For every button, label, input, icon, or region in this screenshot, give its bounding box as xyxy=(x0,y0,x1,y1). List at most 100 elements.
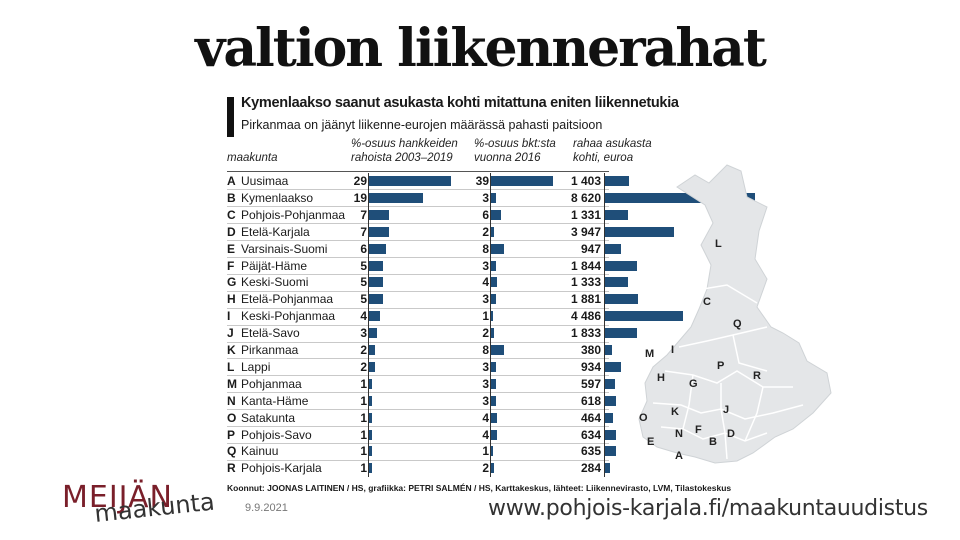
funding-value-label: 7 xyxy=(360,207,367,222)
map-label-e: E xyxy=(647,436,654,448)
region-name: Uusimaa xyxy=(241,174,289,188)
per-capita-value-label: 3 947 xyxy=(570,224,601,239)
per-capita-value-label: 947 xyxy=(580,241,601,256)
region-name: Etelä-Karjala xyxy=(241,224,310,239)
map-label-m: M xyxy=(645,348,654,360)
per-capita-bar xyxy=(605,361,622,372)
border-central xyxy=(664,370,793,388)
gdp-value-label: 6 xyxy=(482,207,489,222)
region-letter: K xyxy=(227,343,236,357)
table-top-rule xyxy=(227,171,609,172)
map-label-g: G xyxy=(689,378,698,390)
row-divider xyxy=(227,290,609,292)
per-capita-bar xyxy=(605,260,638,271)
gdp-bar xyxy=(491,328,495,339)
gdp-bar xyxy=(491,243,504,254)
per-capita-value-label: 618 xyxy=(580,393,601,408)
row-divider xyxy=(227,426,609,427)
per-capita-bar xyxy=(605,209,629,220)
row-divider xyxy=(227,223,609,225)
row-divider xyxy=(227,273,609,275)
funding-bar xyxy=(369,345,375,355)
region-letter: M xyxy=(227,376,237,391)
gdp-bar xyxy=(491,463,495,474)
per-capita-axis xyxy=(604,173,605,478)
gdp-bar xyxy=(491,226,495,237)
region-name: Pohjanmaa xyxy=(241,376,302,391)
gdp-bar xyxy=(491,277,498,288)
map-label-j: J xyxy=(723,404,729,416)
funding-bar xyxy=(369,260,384,271)
funding-bar xyxy=(369,277,384,288)
map-label-n: N xyxy=(675,428,683,440)
funding-value-label: 5 xyxy=(360,258,367,273)
region-letter: D xyxy=(227,224,236,239)
map-label-r: R xyxy=(753,370,761,382)
gdp-value-label: 8 xyxy=(482,241,489,256)
region-letter: J xyxy=(227,326,234,341)
border-vertical-1 xyxy=(682,374,694,430)
region-name: Pohjois-Savo xyxy=(241,427,312,442)
border-coast xyxy=(660,426,768,442)
gdp-value-label: 2 xyxy=(482,461,489,476)
region-letter: G xyxy=(227,275,237,290)
map-label-d: D xyxy=(727,428,735,440)
funding-value-label: 1 xyxy=(360,444,367,459)
border-vertical-2 xyxy=(720,383,728,460)
funding-value-label: 1 xyxy=(360,461,367,476)
per-capita-bar xyxy=(605,429,617,440)
funding-value-label: 6 xyxy=(360,241,367,256)
gdp-value-label: 3 xyxy=(482,376,489,391)
funding-bar xyxy=(369,209,389,220)
region-letter: I xyxy=(227,309,231,324)
row-divider xyxy=(227,341,609,343)
gdp-value-label: 1 xyxy=(482,309,489,324)
region-letter: O xyxy=(227,410,237,425)
gdp-bar xyxy=(491,192,496,203)
region-name: Kainuu xyxy=(241,444,279,459)
region-name: Pohjois-Karjala xyxy=(241,461,322,476)
gdp-bar xyxy=(491,209,501,220)
funding-bar xyxy=(369,463,372,474)
per-capita-value-label: 634 xyxy=(580,427,601,442)
per-capita-value-label: 4 486 xyxy=(570,309,601,324)
map-label-p: P xyxy=(717,360,724,372)
gdp-axis xyxy=(490,173,491,478)
row-divider xyxy=(227,409,609,411)
per-capita-value-label: 1 833 xyxy=(570,326,601,341)
region-letter: H xyxy=(227,292,236,307)
gdp-value-label: 4 xyxy=(482,427,489,442)
funding-bar xyxy=(369,378,372,389)
funding-value-label: 3 xyxy=(360,326,367,341)
per-capita-bar xyxy=(605,311,684,322)
per-capita-value-label: 380 xyxy=(580,343,601,357)
row-divider xyxy=(227,189,609,191)
region-name: Pohjois-Pohjanmaa xyxy=(241,207,346,222)
per-capita-value-label: 464 xyxy=(580,410,601,425)
region-letter: L xyxy=(227,359,235,374)
funding-bar xyxy=(369,176,451,186)
funding-value-label: 2 xyxy=(360,343,367,357)
row-divider xyxy=(227,392,609,394)
region-name: Satakunta xyxy=(241,410,296,425)
region-letter: A xyxy=(227,174,236,188)
row-divider xyxy=(227,307,609,309)
border-oulu xyxy=(678,326,768,348)
per-capita-bar xyxy=(605,395,616,406)
funding-value-label: 4 xyxy=(360,309,367,324)
gdp-bar xyxy=(491,412,498,423)
per-capita-bar xyxy=(605,192,755,203)
logo-text-top: MEIJÄN xyxy=(62,480,173,515)
funding-bar xyxy=(369,429,372,440)
per-capita-bar xyxy=(605,243,622,254)
per-capita-value-label: 934 xyxy=(580,359,601,374)
gdp-bar xyxy=(491,345,504,355)
map-label-c: C xyxy=(703,296,711,308)
region-name: Lappi xyxy=(241,359,271,374)
per-capita-value-label: 284 xyxy=(580,461,601,476)
funding-value-label: 1 xyxy=(360,410,367,425)
gdp-value-label: 3 xyxy=(482,190,489,205)
gdp-value-label: 39 xyxy=(475,174,489,188)
funding-value-label: 5 xyxy=(360,275,367,290)
column-header-per-capita-line1: rahaa asukasta xyxy=(573,138,652,150)
